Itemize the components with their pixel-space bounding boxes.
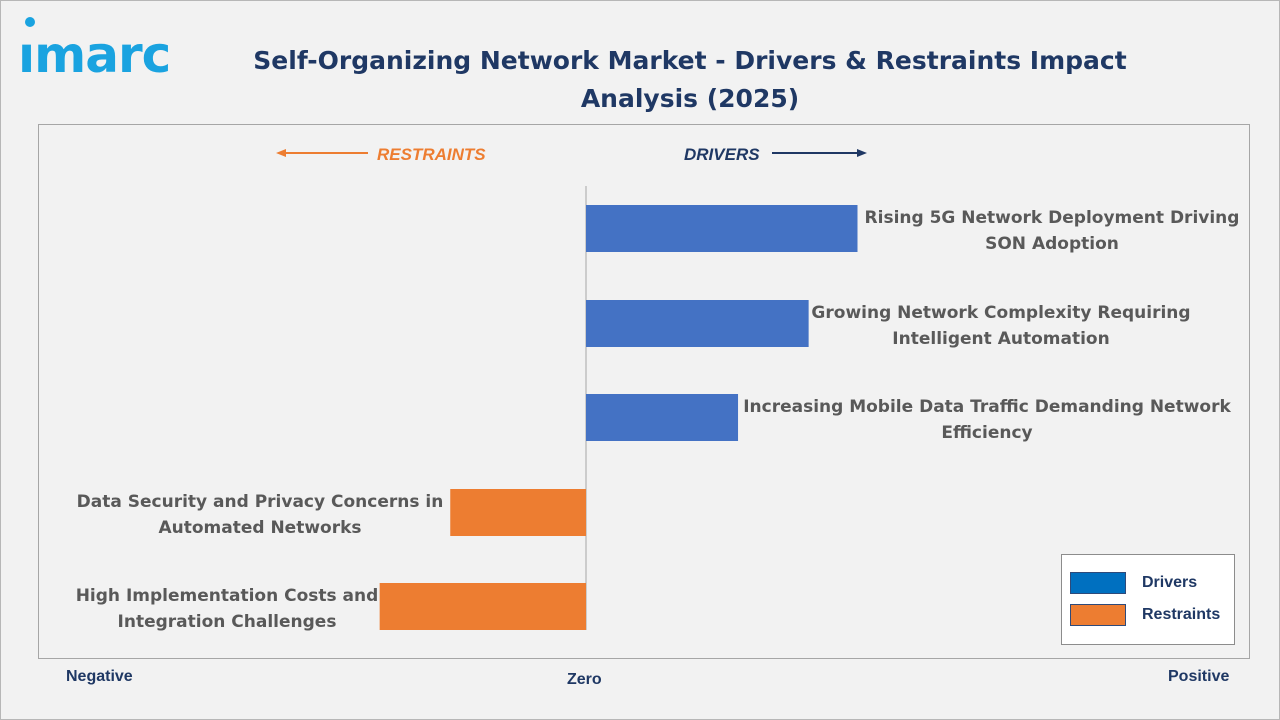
bar-driver-1 — [586, 205, 858, 252]
restraints-arrow-head-icon — [276, 149, 286, 157]
legend-label-drivers: Drivers — [1142, 574, 1198, 591]
bar-driver-2 — [586, 300, 809, 347]
bar-restraint-4 — [450, 489, 586, 536]
legend-swatch-drivers — [1070, 572, 1126, 594]
category-label-3: Increasing Mobile Data Traffic Demanding… — [743, 397, 1231, 443]
legend-item-drivers: Drivers — [1070, 571, 1197, 595]
drivers-arrow-head-icon — [857, 149, 867, 157]
legend-label-restraints: Restraints — [1142, 606, 1221, 623]
category-label-4: Data Security and Privacy Concerns in Aut… — [77, 492, 444, 538]
axis-zero-label: Zero — [567, 671, 602, 688]
legend: Drivers Restraints — [1061, 554, 1235, 645]
legend-item-restraints: Restraints — [1070, 603, 1220, 627]
restraints-header-label: RESTRAINTS — [377, 145, 486, 164]
drivers-header-label: DRIVERS — [684, 145, 760, 164]
category-label-1: Rising 5G Network Deployment Driving SON … — [865, 208, 1240, 254]
svg-text:ımarc: ımarc — [18, 26, 170, 84]
category-label-5: High Implementation Costs and Integration… — [76, 586, 379, 632]
legend-swatch-restraints — [1070, 604, 1126, 626]
axis-positive-label: Positive — [1168, 668, 1230, 685]
chart-title: Self-Organizing Network Market - Drivers… — [253, 46, 1127, 113]
logo-graphic: ımarc — [18, 17, 171, 84]
bar-driver-3 — [586, 394, 739, 441]
bar-restraint-5 — [379, 583, 586, 630]
imarc-logo: ımarc — [18, 14, 208, 84]
axis-negative-label: Negative — [66, 668, 133, 685]
category-label-2: Growing Network Complexity Requiring Inte… — [811, 303, 1190, 349]
